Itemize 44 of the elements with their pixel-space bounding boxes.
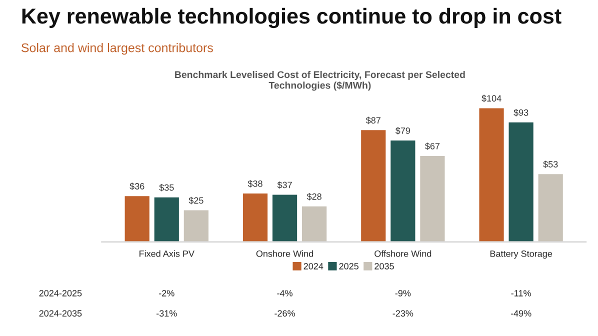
text: Benchmark Levelised Cost of Electricity, Forecast per Selected Technologies ($/MWh)	[175, 70, 465, 91]
text: -11%	[511, 290, 531, 296]
data-label: $35	[159, 184, 174, 192]
data-label: $104	[482, 94, 502, 102]
text: -31%	[156, 310, 177, 317]
text: -2%	[159, 290, 174, 296]
data-label: $93	[514, 109, 528, 116]
bar	[300, 205, 328, 242]
data-label: $67	[425, 142, 440, 150]
x-tick-label: Battery Storage	[490, 250, 552, 259]
legend-label: 2025	[339, 263, 358, 270]
chart-title: Key renewable technologies continue to drop in cost	[22, 8, 562, 28]
text: 2024-2035	[39, 310, 82, 317]
legend-label: 2024	[304, 263, 324, 270]
bar	[182, 208, 210, 242]
chart-subtitle: Solar and wind largest contributors	[22, 43, 213, 55]
text: -9%	[395, 290, 411, 296]
bar	[536, 172, 564, 242]
data-label: $37	[277, 181, 292, 189]
legend-label: 2035	[374, 263, 394, 270]
data-label: $87	[366, 116, 380, 124]
x-tick-label: Offshore Wind	[374, 250, 432, 257]
data-label: $36	[130, 182, 144, 190]
bar	[418, 154, 446, 242]
bar	[123, 194, 151, 242]
text: -26%	[274, 310, 295, 317]
bar	[360, 128, 388, 242]
text: -4%	[277, 290, 292, 296]
data-label: $28	[306, 193, 322, 200]
data-label: $53	[543, 160, 558, 168]
bar	[271, 193, 298, 242]
bar	[507, 121, 535, 242]
text: -49%	[510, 310, 532, 317]
data-label: $25	[188, 196, 204, 204]
bar	[478, 106, 506, 242]
x-tick-label: Onshore Wind	[256, 250, 314, 257]
bar	[242, 192, 269, 242]
text: 2024-2025	[39, 290, 82, 296]
text: -23%	[392, 310, 414, 317]
bar	[389, 139, 417, 242]
bar	[152, 196, 180, 242]
x-tick-label: Fixed Axis PV	[140, 250, 194, 257]
data-label: $79	[395, 127, 410, 134]
data-label: $38	[248, 180, 262, 188]
